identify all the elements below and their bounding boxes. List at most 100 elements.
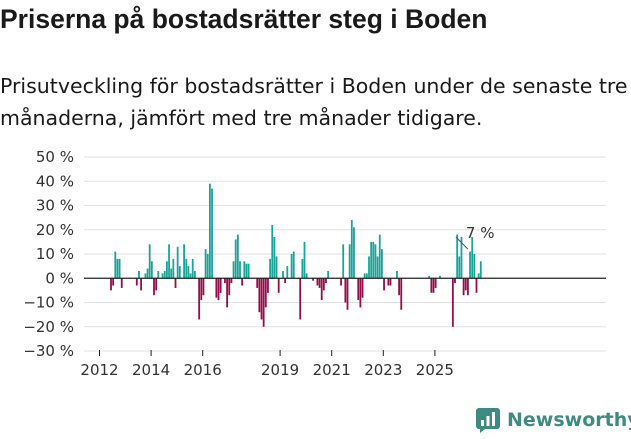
bar (473, 254, 476, 279)
bar (193, 270, 196, 279)
bar (174, 278, 177, 288)
bar (439, 275, 441, 279)
bar (234, 239, 237, 279)
newsworthy-brand[interactable]: Newsworthy (475, 407, 631, 433)
bar (454, 278, 456, 284)
bar (462, 278, 465, 296)
last-value-annotation: 7 % (466, 224, 495, 242)
bar (262, 278, 265, 327)
bar (209, 183, 211, 279)
bar (185, 258, 188, 279)
bar (245, 263, 248, 279)
bar (348, 244, 351, 279)
bar (322, 278, 325, 291)
bar (217, 278, 220, 301)
bar (236, 234, 239, 279)
bar (271, 224, 274, 279)
bar (163, 270, 166, 279)
bar (116, 258, 119, 279)
bar (479, 261, 482, 279)
bar-chart: 50 % 40 % 30 % 20 % 10 % 0 % −10 % −20 % −30 % 2… (23, 148, 606, 375)
bar (247, 263, 250, 279)
bar (458, 256, 461, 279)
bar (344, 278, 347, 303)
bar (166, 261, 168, 279)
y-tick-label: −10 % (23, 294, 74, 312)
bar (118, 258, 121, 279)
bar (381, 249, 383, 279)
bar (432, 278, 435, 293)
bar (387, 278, 390, 286)
bar (112, 278, 115, 286)
bar (277, 278, 280, 293)
bar (475, 278, 478, 293)
y-tick-label: −30 % (23, 342, 74, 360)
bar (359, 278, 362, 308)
y-tick-label: 30 % (36, 197, 74, 215)
bar (144, 273, 147, 279)
bar (204, 249, 207, 279)
bar (361, 278, 364, 298)
x-tick-label: 2019 (261, 361, 299, 375)
bar (200, 278, 203, 301)
bar (290, 254, 293, 279)
x-axis: 2012 2014 2016 2019 2021 2023 2025 (80, 350, 454, 375)
bar (202, 278, 205, 296)
bar (241, 278, 244, 286)
y-tick-label: −20 % (23, 318, 74, 336)
x-tick-label: 2021 (313, 361, 351, 375)
bar (187, 266, 190, 279)
bar (353, 227, 355, 279)
bar (378, 234, 381, 279)
bar (350, 220, 353, 279)
bar (305, 273, 308, 279)
bar (260, 278, 263, 320)
bar (211, 188, 213, 279)
bar (327, 270, 330, 279)
annotation-leader-line (455, 236, 469, 250)
bars (110, 183, 482, 327)
grid-lines (84, 156, 606, 352)
x-tick-label: 2016 (184, 361, 222, 375)
bar (264, 278, 267, 308)
bar (215, 278, 218, 298)
bar (176, 246, 179, 279)
bar (230, 278, 233, 284)
x-tick-label: 2025 (416, 361, 454, 375)
bar (219, 278, 222, 293)
bar (303, 241, 306, 279)
bar (299, 278, 302, 320)
bar (398, 278, 400, 296)
bar (282, 270, 284, 279)
y-tick-label: 0 % (45, 269, 74, 287)
bar (170, 268, 173, 279)
bar (396, 270, 398, 279)
x-tick-label: 2012 (80, 361, 118, 375)
chart-subtitle: Prisutveckling för bostadsrätter i Boden… (0, 74, 628, 130)
bar (456, 234, 459, 279)
bar (269, 258, 271, 279)
bar (146, 268, 149, 279)
bar (198, 278, 201, 320)
bar (267, 278, 269, 293)
bar (363, 273, 366, 279)
bar (383, 278, 385, 291)
bar (232, 261, 235, 279)
bar (224, 278, 226, 284)
bar (451, 278, 454, 327)
bar (389, 278, 392, 286)
bar (275, 256, 278, 279)
bar (318, 278, 321, 288)
bar (150, 261, 153, 279)
bar (226, 278, 228, 308)
bar (135, 278, 138, 286)
bar (191, 258, 194, 279)
bar (286, 266, 289, 279)
bar (370, 241, 373, 279)
bar (258, 278, 261, 313)
bar (464, 278, 467, 291)
bar (228, 278, 231, 296)
bar (477, 273, 480, 279)
bar (273, 237, 276, 279)
bar (120, 278, 123, 288)
